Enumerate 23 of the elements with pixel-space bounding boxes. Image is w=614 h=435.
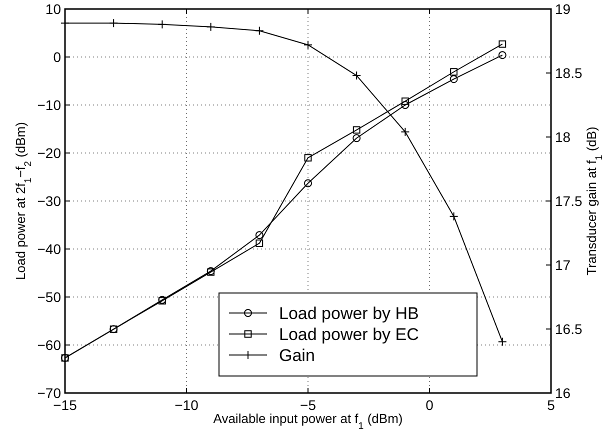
y-tick-label: −50 xyxy=(37,289,62,305)
legend-label: Gain xyxy=(279,346,315,365)
legend-label: Load power by HB xyxy=(279,304,419,323)
y-tick-label: −30 xyxy=(37,193,62,209)
y-tick-label: 10 xyxy=(45,1,62,17)
y-tick-label: 0 xyxy=(53,49,62,65)
y2-tick-label: 16.5 xyxy=(555,321,582,337)
y-tick-label: −60 xyxy=(37,337,62,353)
y2-tick-label: 18.5 xyxy=(555,65,582,81)
x-axis-title: Available input power at f$_{1}$ (dBm) xyxy=(213,411,403,432)
y2-tick-label: 16 xyxy=(555,385,571,401)
y-tick-label: −40 xyxy=(37,241,62,257)
y-tick-label: −20 xyxy=(37,145,62,161)
y2-tick-label: 18 xyxy=(555,129,571,145)
x-tick-label: 5 xyxy=(547,397,556,413)
y2-tick-label: 19 xyxy=(555,1,571,17)
y2-tick-label: 17 xyxy=(555,257,571,273)
legend-label: Load power by EC xyxy=(279,325,419,344)
x-tick-label: −5 xyxy=(300,397,316,413)
y-tick-label: −10 xyxy=(37,97,62,113)
x-tick-label: 0 xyxy=(426,397,434,413)
x-tick-label: −10 xyxy=(174,397,199,413)
y2-tick-label: 17.5 xyxy=(555,193,582,209)
